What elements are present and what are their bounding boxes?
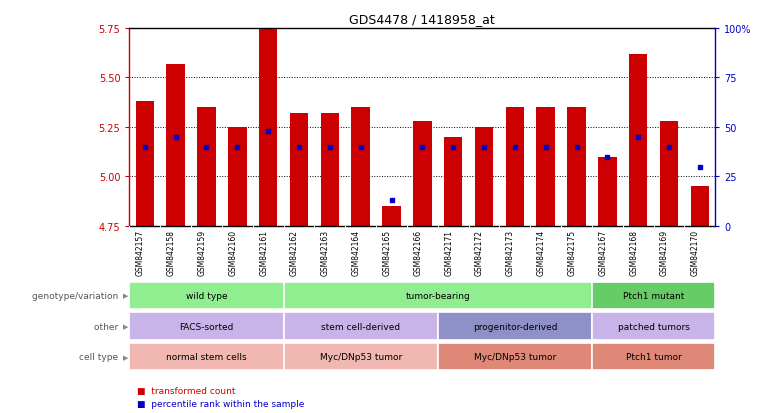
Bar: [167, 64, 185, 226]
Text: ■  transformed count: ■ transformed count: [137, 386, 235, 395]
Text: GSM842159: GSM842159: [197, 229, 206, 275]
Bar: [284, 313, 438, 340]
Bar: [382, 206, 401, 226]
Text: GSM842160: GSM842160: [228, 229, 237, 275]
Text: Myc/DNp53 tumor: Myc/DNp53 tumor: [474, 352, 556, 361]
Bar: [129, 282, 284, 309]
Text: FACS-sorted: FACS-sorted: [180, 322, 234, 331]
Text: GSM842162: GSM842162: [290, 229, 299, 275]
Text: Myc/DNp53 tumor: Myc/DNp53 tumor: [320, 352, 402, 361]
Text: GSM842163: GSM842163: [321, 229, 330, 275]
Bar: [413, 122, 431, 226]
Text: ▶: ▶: [123, 354, 128, 360]
Bar: [598, 157, 616, 226]
Text: GSM842166: GSM842166: [413, 229, 422, 275]
Bar: [290, 114, 308, 226]
Text: stem cell-derived: stem cell-derived: [321, 322, 400, 331]
Bar: [135, 102, 154, 226]
Text: Ptch1 tumor: Ptch1 tumor: [626, 352, 682, 361]
Bar: [660, 122, 678, 226]
Bar: [537, 108, 555, 226]
Text: normal stem cells: normal stem cells: [166, 352, 247, 361]
Bar: [438, 343, 592, 370]
Text: GSM842170: GSM842170: [691, 229, 700, 275]
Text: cell type: cell type: [79, 352, 121, 361]
Bar: [438, 313, 592, 340]
Bar: [284, 343, 438, 370]
Text: GSM842169: GSM842169: [660, 229, 669, 275]
Bar: [592, 313, 715, 340]
Bar: [129, 313, 284, 340]
Bar: [129, 343, 284, 370]
Text: ▶: ▶: [123, 293, 128, 299]
Text: GSM842168: GSM842168: [629, 229, 638, 275]
Text: GSM842164: GSM842164: [352, 229, 361, 275]
Bar: [475, 128, 493, 226]
Text: GSM842161: GSM842161: [260, 229, 268, 275]
Text: GSM842165: GSM842165: [383, 229, 391, 275]
Text: GSM842171: GSM842171: [444, 229, 454, 275]
Bar: [197, 108, 215, 226]
Text: Ptch1 mutant: Ptch1 mutant: [623, 291, 684, 300]
Text: GSM842175: GSM842175: [568, 229, 577, 275]
Text: patched tumors: patched tumors: [618, 322, 689, 331]
Bar: [629, 55, 648, 226]
Bar: [284, 282, 592, 309]
Text: GSM842173: GSM842173: [506, 229, 515, 275]
Bar: [592, 282, 715, 309]
Text: tumor-bearing: tumor-bearing: [406, 291, 470, 300]
Bar: [352, 108, 370, 226]
Text: ■  percentile rank within the sample: ■ percentile rank within the sample: [137, 399, 304, 408]
Text: GSM842158: GSM842158: [167, 229, 176, 275]
Title: GDS4478 / 1418958_at: GDS4478 / 1418958_at: [349, 13, 495, 26]
Bar: [505, 108, 524, 226]
Text: GSM842174: GSM842174: [537, 229, 546, 275]
Text: ▶: ▶: [123, 323, 128, 329]
Text: GSM842167: GSM842167: [598, 229, 607, 275]
Text: GSM842157: GSM842157: [135, 229, 145, 275]
Bar: [592, 343, 715, 370]
Bar: [259, 29, 278, 226]
Text: GSM842172: GSM842172: [475, 229, 484, 275]
Bar: [320, 114, 339, 226]
Text: genotype/variation: genotype/variation: [32, 291, 121, 300]
Bar: [567, 108, 586, 226]
Text: other: other: [94, 322, 121, 331]
Bar: [444, 138, 463, 226]
Bar: [691, 187, 709, 226]
Text: wild type: wild type: [186, 291, 228, 300]
Bar: [228, 128, 247, 226]
Text: progenitor-derived: progenitor-derived: [473, 322, 557, 331]
